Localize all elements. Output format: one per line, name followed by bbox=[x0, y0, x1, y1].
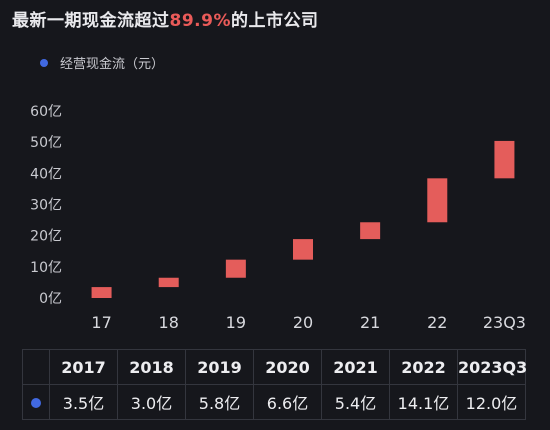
bar bbox=[158, 277, 179, 288]
table-cell: 5.4亿 bbox=[321, 384, 390, 420]
table-cell: 3.0亿 bbox=[117, 384, 186, 420]
x-tick-label: 23Q3 bbox=[483, 313, 526, 332]
table-header-cell: 2023Q3 bbox=[457, 349, 527, 385]
y-tick-label: 10亿 bbox=[30, 260, 62, 276]
legend-label: 经营现金流（元） bbox=[60, 57, 165, 72]
table-cell: 12.0亿 bbox=[457, 384, 526, 420]
table-series-marker bbox=[22, 384, 50, 420]
table-header-cell: 2019 bbox=[185, 349, 254, 385]
bar bbox=[360, 222, 381, 240]
title-suffix: 的上市公司 bbox=[230, 11, 319, 31]
legend: 经营现金流（元） bbox=[40, 53, 164, 72]
bar bbox=[225, 259, 246, 278]
bar bbox=[293, 239, 313, 260]
x-tick-label: 17 bbox=[91, 313, 111, 332]
bar bbox=[494, 140, 515, 179]
y-tick-label: 0亿 bbox=[39, 291, 62, 307]
y-tick-label: 50亿 bbox=[30, 135, 62, 151]
table-header-cell: 2021 bbox=[321, 349, 390, 385]
table-header-row: 2017 2018 2019 2020 2021 2022 2023Q3 bbox=[22, 349, 527, 385]
x-tick-label: 22 bbox=[427, 313, 447, 332]
bar-chart: 0亿 10亿 20亿 30亿 40亿 50亿 60亿 17 18 19 20 21 22 23Q3 bbox=[30, 104, 526, 332]
x-tick-label: 18 bbox=[159, 313, 179, 332]
table-cell: 3.5亿 bbox=[49, 384, 118, 420]
x-tick-label: 20 bbox=[293, 313, 313, 332]
table-header-cell: 2020 bbox=[253, 349, 322, 385]
table-header-cell: 2017 bbox=[49, 349, 118, 385]
bar bbox=[91, 287, 112, 298]
table-cell: 5.8亿 bbox=[185, 384, 254, 420]
series-dot-icon bbox=[31, 398, 41, 408]
x-tick-label: 21 bbox=[360, 313, 380, 332]
bar bbox=[427, 178, 448, 223]
table-header-cell: 2018 bbox=[117, 349, 186, 385]
table-corner bbox=[22, 349, 50, 385]
table-row: 3.5亿 3.0亿 5.8亿 6.6亿 5.4亿 14.1亿 12.0亿 bbox=[22, 384, 526, 420]
table-cell: 14.1亿 bbox=[389, 384, 458, 420]
title-highlight: 89.9% bbox=[169, 11, 231, 31]
y-tick-label: 40亿 bbox=[30, 166, 62, 182]
y-tick-label: 60亿 bbox=[30, 104, 62, 120]
chart-title: 最新一期现金流超过89.9%的上市公司 bbox=[12, 6, 318, 31]
legend-dot bbox=[40, 58, 48, 67]
table-header-cell: 2022 bbox=[389, 349, 458, 385]
y-tick-label: 20亿 bbox=[30, 229, 62, 245]
y-tick-label: 30亿 bbox=[30, 198, 62, 214]
table-cell: 6.6亿 bbox=[253, 384, 322, 420]
data-table: 2017 2018 2019 2020 2021 2022 2023Q3 3.5… bbox=[22, 349, 527, 420]
title-prefix: 最新一期现金流超过 bbox=[12, 11, 170, 31]
x-tick-label: 19 bbox=[226, 313, 246, 332]
